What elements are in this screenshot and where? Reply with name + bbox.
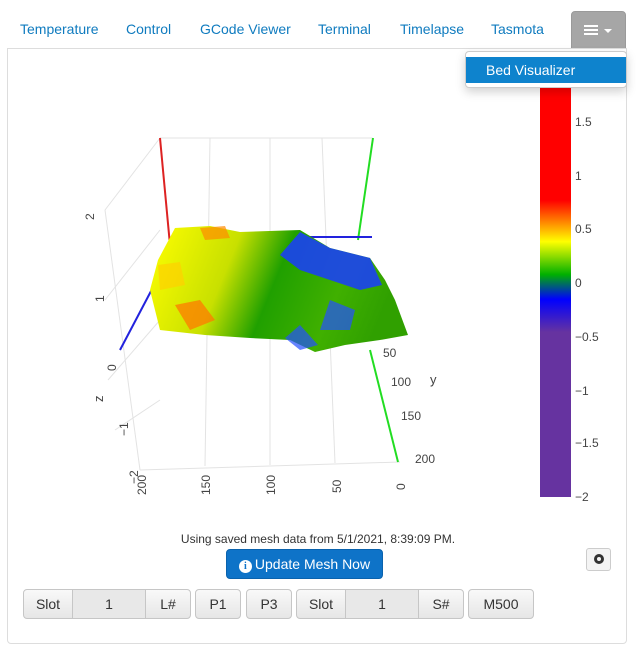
colorbar [540,85,571,497]
y-axis-line-front [369,349,399,463]
x-tick: 200 [135,475,149,495]
y-axis-line [357,137,374,241]
x-tick: 50 [330,479,344,493]
save-mesh-button[interactable]: S# [418,589,464,619]
info-icon: i [238,560,252,573]
z-axis-label: z [91,396,106,403]
y-axis-ticks: 50 100 150 200 [383,346,435,466]
tab-timelapse[interactable]: Timelapse [400,21,465,37]
slot-input-1[interactable]: 1 [72,589,146,619]
colorbar-tick: 0 [575,276,582,290]
colorbar-tick: 1.5 [575,115,592,129]
colorbar-ticks: 1.5 1 0.5 0 −0.5 −1 −1.5 −2 [575,115,599,504]
x-tick: 100 [264,475,278,495]
y-tick: 50 [383,346,397,360]
tab-gcode-viewer[interactable]: GCode Viewer [200,21,291,37]
x-tick: 150 [199,475,213,495]
y-tick: 150 [401,409,421,423]
hamburger-icon [584,25,598,37]
probe-p1-button[interactable]: P1 [195,589,241,619]
z-tick: 0 [105,364,119,371]
z-axis-ticks: 2 1 0 −1 −2 [83,213,141,484]
tab-terminal[interactable]: Terminal [318,21,371,37]
z-tick: −2 [127,470,141,484]
z-tick: −1 [117,422,131,436]
mesh-status-text: Using saved mesh data from 5/1/2021, 8:3… [180,532,456,546]
bed-mesh-plot[interactable]: 1.5 1 0.5 0 −0.5 −1 −1.5 −2 50 [0,0,636,530]
probe-p3-button[interactable]: P3 [246,589,292,619]
m500-button[interactable]: M500 [468,589,534,619]
y-tick: 200 [415,452,435,466]
menu-item-bed-visualizer[interactable]: Bed Visualizer [466,57,626,83]
y-axis-label: y [430,372,437,387]
x-axis-line [159,137,171,246]
load-mesh-button[interactable]: L# [145,589,191,619]
x-axis-ticks: 200 150 100 50 0 [135,475,408,495]
z-tick: 1 [93,295,107,302]
colorbar-tick: 0.5 [575,222,592,236]
gear-icon [594,554,604,564]
tab-tasmota[interactable]: Tasmota [491,21,544,37]
slot-label-1: Slot [23,589,73,619]
slot-label-2: Slot [296,589,346,619]
x-tick: 0 [394,483,408,490]
slot-input-2[interactable]: 1 [345,589,419,619]
mesh-surface [150,226,408,352]
colorbar-tick: −0.5 [575,330,599,344]
y-tick: 100 [391,375,411,389]
tab-temperature[interactable]: Temperature [20,21,99,37]
update-mesh-button[interactable]: i Update Mesh Now [226,549,383,579]
colorbar-tick: −1.5 [575,436,599,450]
tabs-dropdown-menu: Bed Visualizer [465,51,627,88]
colorbar-tick: 1 [575,169,582,183]
tab-control[interactable]: Control [126,21,172,37]
settings-button[interactable] [586,548,611,571]
colorbar-tick: −1 [575,384,589,398]
update-mesh-label: Update Mesh Now [254,556,371,572]
colorbar-tick: −2 [575,490,589,504]
z-tick: 2 [83,213,97,220]
caret-down-icon [604,29,612,33]
